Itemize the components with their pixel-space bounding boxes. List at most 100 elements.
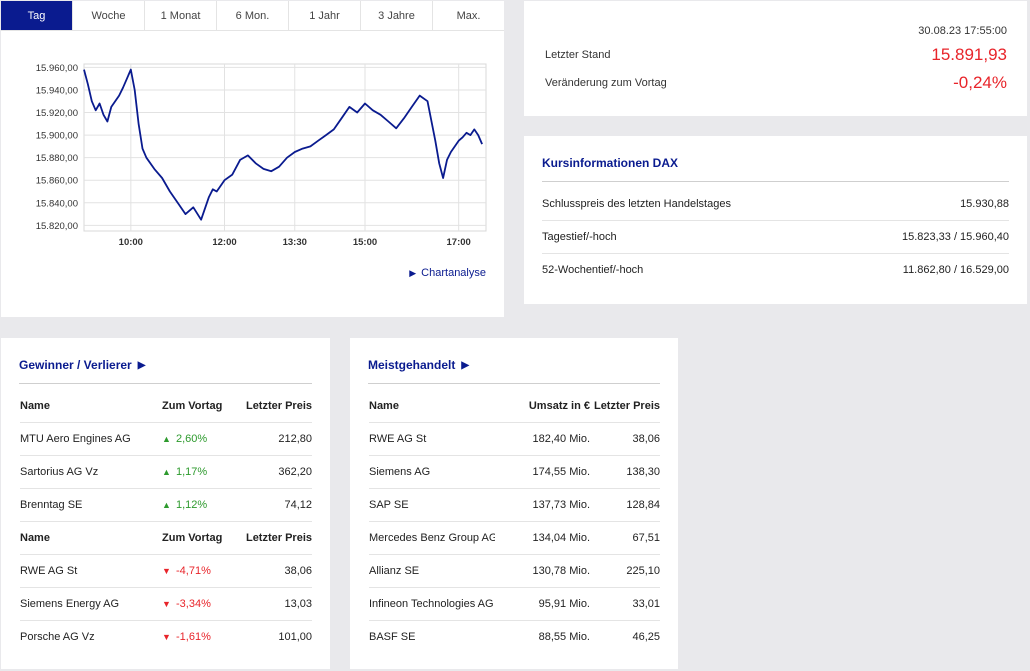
- x-tick-label: 17:00: [447, 237, 471, 248]
- stock-volume: 130,78 Mio.: [532, 565, 590, 577]
- stock-name[interactable]: Siemens Energy AG: [20, 598, 120, 610]
- play-icon[interactable]: ▶: [461, 359, 470, 371]
- y-tick-label: 15.880,00: [36, 153, 78, 164]
- kursinformationen-title: Kursinformationen DAX: [542, 156, 1009, 182]
- stock-price: 38,06: [284, 565, 312, 577]
- triangle-up-icon: ▲: [162, 467, 171, 477]
- stock-volume: 182,40 Mio.: [532, 433, 590, 445]
- tab-1-jahr[interactable]: 1 Jahr: [289, 1, 361, 30]
- table-row[interactable]: Brenntag SE ▲ 1,12% 74,12: [20, 489, 312, 522]
- info-list: Schlusspreis des letzten Handelstages 15…: [542, 188, 1009, 286]
- col-change: Zum Vortag: [162, 400, 223, 412]
- table-row[interactable]: MTU Aero Engines AG ▲ 2,60% 212,80: [20, 423, 312, 456]
- col-volume: Umsatz in €: [528, 400, 590, 412]
- stock-name[interactable]: Allianz SE: [369, 565, 420, 577]
- table-row[interactable]: RWE AG St ▼ -4,71% 38,06: [20, 555, 312, 588]
- info-row: Tagestief/-hoch 15.823,33 / 15.960,40: [542, 221, 1009, 254]
- timeframe-tabs: Tag Woche 1 Monat 6 Mon. 1 Jahr 3 Jahre …: [1, 1, 504, 31]
- play-icon[interactable]: ▶: [137, 359, 146, 371]
- table-row[interactable]: RWE AG St 182,40 Mio. 38,06: [369, 423, 660, 456]
- stock-name[interactable]: Sartorius AG Vz: [20, 466, 99, 478]
- plot-frame: [83, 63, 487, 232]
- x-tick-label: 12:00: [212, 237, 236, 248]
- stock-volume: 174,55 Mio.: [532, 466, 590, 478]
- stock-price: 128,84: [626, 499, 660, 511]
- table-row[interactable]: Siemens Energy AG ▼ -3,34% 13,03: [20, 588, 312, 621]
- info-value: 15.930,88: [960, 198, 1009, 210]
- stock-name[interactable]: Infineon Technologies AG: [369, 598, 494, 610]
- table-row[interactable]: Allianz SE 130,78 Mio. 225,10: [369, 555, 660, 588]
- info-row: Schlusspreis des letzten Handelstages 15…: [542, 188, 1009, 221]
- kursinformationen-title-text: Kursinformationen DAX: [542, 156, 679, 170]
- stock-name[interactable]: Porsche AG Vz: [20, 631, 95, 643]
- stock-change: 1,12%: [176, 499, 208, 511]
- info-value: 11.862,80 / 16.529,00: [902, 264, 1009, 276]
- table-row[interactable]: Porsche AG Vz ▼ -1,61% 101,00: [20, 621, 312, 653]
- meistgehandelt-title[interactable]: Meistgehandelt ▶: [368, 358, 660, 384]
- gewinner-verlierer-panel: Gewinner / Verlierer ▶ Name Zum Vortag L…: [1, 338, 330, 669]
- tab-max[interactable]: Max.: [456, 9, 481, 22]
- chartanalyse-label: Chartanalyse: [421, 267, 486, 279]
- tab-tag[interactable]: Tag: [1, 1, 73, 30]
- stock-volume: 134,04 Mio.: [532, 532, 590, 544]
- last-price-label: Letzter Stand: [545, 49, 611, 61]
- stock-price: 362,20: [278, 466, 312, 478]
- col-name: Name: [20, 400, 50, 412]
- triangle-up-icon: ▲: [162, 434, 171, 444]
- stock-volume: 137,73 Mio.: [532, 499, 590, 511]
- play-icon: ▶: [409, 267, 417, 278]
- table-row[interactable]: SAP SE 137,73 Mio. 128,84: [369, 489, 660, 522]
- info-label: Tagestief/-hoch: [542, 231, 617, 243]
- stock-price: 38,06: [632, 433, 660, 445]
- stock-name[interactable]: Mercedes Benz Group AG ...: [369, 532, 495, 544]
- table-row[interactable]: BASF SE 88,55 Mio. 46,25: [369, 621, 660, 653]
- stock-price: 212,80: [278, 433, 312, 445]
- stock-price: 13,03: [284, 598, 312, 610]
- x-tick-label: 15:00: [353, 237, 377, 248]
- stock-name[interactable]: RWE AG St: [369, 433, 427, 445]
- meistgehandelt-title-text[interactable]: Meistgehandelt: [368, 358, 456, 372]
- triangle-down-icon: ▼: [162, 632, 171, 642]
- change-row: Veränderung zum Vortag -0,24%: [545, 73, 1007, 93]
- stock-price: 46,25: [632, 631, 660, 643]
- table-row[interactable]: Siemens AG 174,55 Mio. 138,30: [369, 456, 660, 489]
- tab-6-mon[interactable]: 6 Mon.: [217, 1, 289, 30]
- stock-name[interactable]: SAP SE: [369, 499, 409, 511]
- y-tick-label: 15.940,00: [36, 85, 78, 96]
- table-row[interactable]: Sartorius AG Vz ▲ 1,17% 362,20: [20, 456, 312, 489]
- last-price-value: 15.891,93: [931, 45, 1007, 64]
- col-price: Letzter Preis: [593, 400, 660, 412]
- tab-woche[interactable]: Woche: [73, 1, 145, 30]
- gewinner-verlierer-title-text[interactable]: Gewinner / Verlierer: [19, 358, 132, 372]
- chart-panel: Tag Woche 1 Monat 6 Mon. 1 Jahr 3 Jahre …: [1, 1, 504, 317]
- chartanalyse-link[interactable]: ▶ Chartanalyse: [409, 267, 486, 279]
- stock-change: 2,60%: [176, 433, 208, 445]
- x-tick-label: 13:30: [283, 237, 307, 248]
- col-price: Letzter Preis: [245, 400, 312, 412]
- quote-panel: 30.08.23 17:55:00 Letzter Stand 15.891,9…: [524, 1, 1027, 116]
- tab-3-jahre[interactable]: 3 Jahre: [361, 1, 433, 30]
- stock-name[interactable]: BASF SE: [369, 631, 416, 643]
- table-row[interactable]: Infineon Technologies AG 95,91 Mio. 33,0…: [369, 588, 660, 621]
- last-price-row: Letzter Stand 15.891,93: [545, 45, 1007, 65]
- triangle-down-icon: ▼: [162, 566, 171, 576]
- stock-name[interactable]: RWE AG St: [20, 565, 78, 577]
- stock-name[interactable]: MTU Aero Engines AG: [20, 433, 131, 445]
- stock-change: -1,61%: [176, 631, 211, 643]
- stock-name[interactable]: Siemens AG: [369, 466, 431, 478]
- table-row[interactable]: Mercedes Benz Group AG ... 134,04 Mio. 6…: [369, 522, 660, 555]
- table-header: Name Zum Vortag Letzter Preis: [20, 522, 312, 555]
- info-row: 52-Wochentief/-hoch 11.862,80 / 16.529,0…: [542, 254, 1009, 286]
- stock-price: 33,01: [632, 598, 660, 610]
- series-line: [83, 68, 483, 221]
- y-tick-label: 15.820,00: [36, 221, 78, 232]
- gewinner-verlierer-title[interactable]: Gewinner / Verlierer ▶: [19, 358, 312, 384]
- meistgehandelt-panel: Meistgehandelt ▶ Name Umsatz in € Letzte…: [350, 338, 678, 669]
- change-label: Veränderung zum Vortag: [545, 77, 667, 89]
- stock-price: 138,30: [626, 466, 660, 478]
- y-tick-label: 15.840,00: [36, 198, 78, 209]
- stock-name[interactable]: Brenntag SE: [20, 499, 83, 511]
- col-price: Letzter Preis: [245, 532, 312, 544]
- col-change: Zum Vortag: [162, 532, 223, 544]
- tab-1-monat[interactable]: 1 Monat: [145, 1, 217, 30]
